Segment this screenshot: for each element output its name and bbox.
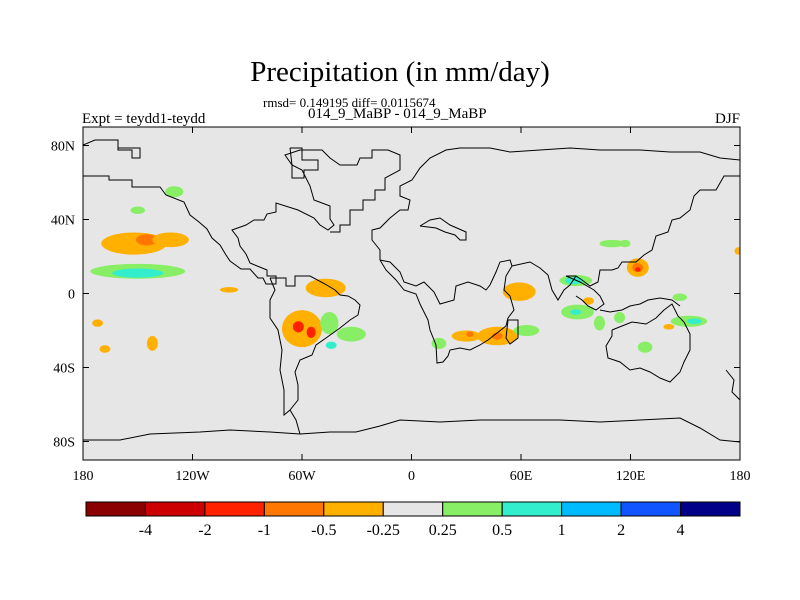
contour-region-42 bbox=[734, 247, 740, 255]
colorbar-swatch-4 bbox=[323, 501, 384, 517]
contour-region-31 bbox=[614, 312, 626, 324]
colorbar-swatch-5 bbox=[382, 501, 444, 517]
new-zealand-coast bbox=[725, 369, 740, 401]
contour-region-7 bbox=[219, 287, 239, 293]
colorbar-swatch-7 bbox=[501, 501, 563, 517]
indonesia-coast bbox=[599, 297, 681, 313]
contour-region-30 bbox=[594, 315, 605, 331]
contour-region-24 bbox=[431, 337, 447, 350]
south-america-coast bbox=[269, 275, 361, 417]
contour-region-38 bbox=[635, 267, 641, 272]
y-tick-label-2: 0 bbox=[68, 288, 75, 303]
y-tick-label-0: 80N bbox=[51, 140, 75, 155]
contour-region-41 bbox=[663, 324, 675, 330]
contour-region-21 bbox=[491, 332, 503, 340]
colorbar-swatch-6 bbox=[442, 501, 503, 517]
colorbar-label-6: 0.5 bbox=[492, 522, 512, 539]
colorbar-swatch-2 bbox=[204, 501, 265, 517]
contour-region-18 bbox=[502, 282, 536, 301]
colorbar-label-7: 1 bbox=[558, 522, 566, 539]
colorbar-label-1: -2 bbox=[198, 522, 211, 539]
x-tick-label-2: 60W bbox=[288, 469, 316, 484]
contour-region-26 bbox=[564, 276, 584, 285]
contour-region-22 bbox=[466, 331, 474, 337]
contour-region-35 bbox=[672, 293, 688, 301]
colorbar-label-9: 4 bbox=[677, 522, 685, 539]
eurasia-coast bbox=[371, 147, 740, 260]
contour-region-11 bbox=[305, 278, 346, 298]
contour-region-32 bbox=[637, 341, 653, 353]
contour-region-40 bbox=[583, 297, 595, 305]
contour-region-17 bbox=[325, 341, 337, 349]
coastlines bbox=[83, 139, 740, 443]
southeast-asia-coast bbox=[565, 275, 605, 311]
antarctic-peninsula-coast bbox=[289, 409, 301, 435]
madagascar-coast bbox=[505, 319, 519, 345]
contour-region-15 bbox=[320, 312, 339, 335]
experiment-label: Expt = teydd1-teydd bbox=[82, 111, 206, 127]
y-tick-label-3: 40S bbox=[53, 362, 75, 377]
colorbar-label-3: -0.5 bbox=[311, 522, 336, 539]
y-tick-label-1: 40N bbox=[51, 214, 75, 229]
contour-region-39 bbox=[599, 239, 626, 248]
y-tick-label-4: 80S bbox=[53, 436, 75, 451]
colorbar-label-5: 0.25 bbox=[429, 522, 457, 539]
contour-region-8 bbox=[92, 319, 104, 327]
x-tick-label-5: 120E bbox=[616, 469, 646, 484]
x-tick-label-0: 180 bbox=[73, 469, 94, 484]
india-coast bbox=[511, 261, 577, 301]
colorbar-swatch-3 bbox=[263, 501, 325, 517]
season-label: DJF bbox=[714, 111, 740, 127]
colorbar-label-4: -0.25 bbox=[367, 522, 400, 539]
contour-region-4 bbox=[112, 268, 164, 278]
contour-region-14 bbox=[306, 326, 316, 338]
subtitle-label: 014_9_MaBP - 014_9_MaBP bbox=[308, 106, 487, 122]
stats-label: rmsd= 0.149195 diff= 0.0115674 bbox=[263, 95, 436, 110]
contour-region-9 bbox=[99, 345, 111, 353]
contour-region-2 bbox=[152, 232, 189, 248]
map-background bbox=[83, 127, 740, 460]
x-tick-label-1: 120W bbox=[175, 469, 210, 484]
contour-region-1 bbox=[135, 234, 158, 246]
contour-region-16 bbox=[336, 326, 366, 342]
contour-region-10 bbox=[146, 336, 158, 351]
colorbar-swatch-1 bbox=[144, 501, 206, 517]
contour-region-23 bbox=[513, 324, 540, 337]
colorbar-swatch-10 bbox=[680, 501, 741, 517]
colorbar-swatch-9 bbox=[620, 501, 682, 517]
colorbar-label-0: -4 bbox=[139, 522, 152, 539]
colorbar-swatch-0 bbox=[85, 501, 146, 517]
contour-region-34 bbox=[687, 318, 702, 325]
colorbar-label-2: -1 bbox=[258, 522, 271, 539]
x-tick-label-6: 180 bbox=[730, 469, 751, 484]
contour-region-13 bbox=[292, 321, 304, 333]
x-tick-label-3: 0 bbox=[408, 469, 415, 484]
x-tick-label-4: 60E bbox=[510, 469, 533, 484]
contour-region-6 bbox=[130, 206, 146, 214]
antarctica-coast bbox=[83, 417, 740, 443]
north-america-coast bbox=[83, 149, 401, 285]
contour-region-20 bbox=[451, 330, 481, 342]
colorbar-swatch-8 bbox=[561, 501, 622, 517]
australia-coast bbox=[605, 303, 691, 383]
map-title: Precipitation (in mm/day) bbox=[250, 56, 550, 88]
africa-coast bbox=[379, 259, 515, 364]
colorbar: -4 -2 -1 -0.5 -0.25 0.25 0.5 1 2 4 bbox=[85, 501, 741, 539]
axis-ticks: 180 120W 60W 0 60E 120E 180 80N 40N 0 40S 80S bbox=[51, 127, 751, 484]
europe-coast bbox=[419, 217, 467, 241]
asia-east-coast bbox=[566, 175, 740, 287]
contour-region-28 bbox=[570, 309, 582, 315]
contour-region-5 bbox=[165, 186, 184, 198]
arctic-island bbox=[83, 139, 141, 159]
greenland-coast bbox=[289, 147, 319, 179]
colorbar-label-8: 2 bbox=[617, 522, 625, 539]
contour-regions bbox=[90, 186, 740, 353]
